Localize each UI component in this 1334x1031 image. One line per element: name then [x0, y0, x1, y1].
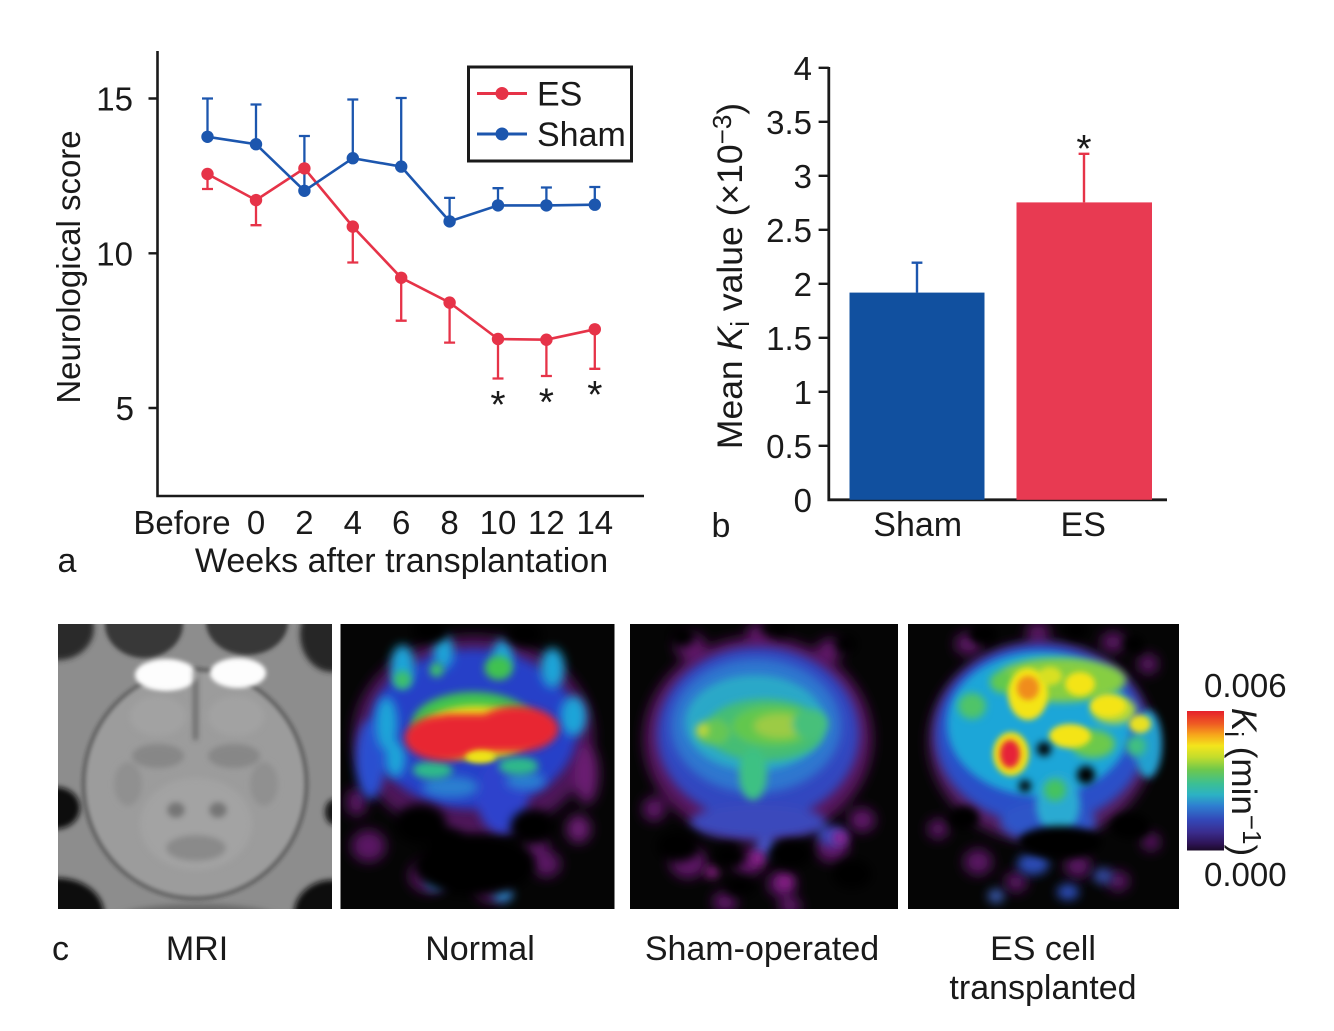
- svg-text:1: 1: [794, 374, 812, 411]
- svg-text:*: *: [587, 374, 602, 417]
- svg-text:Before: Before: [133, 504, 230, 541]
- svg-text:0.000: 0.000: [1204, 856, 1287, 893]
- svg-text:6: 6: [392, 504, 410, 541]
- svg-text:a: a: [58, 542, 77, 580]
- svg-text:ES: ES: [537, 76, 582, 114]
- svg-text:5: 5: [116, 390, 134, 427]
- svg-text:Sham-operated: Sham-operated: [645, 930, 879, 968]
- svg-text:10: 10: [480, 504, 517, 541]
- svg-text:MRI: MRI: [166, 930, 228, 968]
- svg-text:3.5: 3.5: [766, 104, 812, 141]
- svg-text:0: 0: [247, 504, 265, 541]
- svg-text:0.006: 0.006: [1204, 667, 1287, 704]
- svg-text:Weeks after transplantation: Weeks after transplantation: [195, 542, 608, 580]
- svg-text:transplanted: transplanted: [949, 969, 1136, 1007]
- svg-text:14: 14: [576, 504, 613, 541]
- svg-text:8: 8: [440, 504, 458, 541]
- svg-text:4: 4: [794, 50, 812, 87]
- svg-text:Sham: Sham: [537, 116, 626, 154]
- svg-text:Normal: Normal: [425, 930, 535, 968]
- svg-text:0.5: 0.5: [766, 428, 812, 465]
- svg-text:2: 2: [794, 266, 812, 303]
- svg-text:*: *: [539, 382, 554, 425]
- svg-text:ES cell: ES cell: [990, 930, 1096, 968]
- svg-text:Ki (min−1): Ki (min−1): [1219, 708, 1267, 856]
- svg-text:2.5: 2.5: [766, 212, 812, 249]
- svg-text:*: *: [1076, 128, 1091, 171]
- svg-text:b: b: [712, 507, 731, 545]
- svg-text:Sham: Sham: [873, 506, 962, 544]
- svg-text:Neurological score: Neurological score: [50, 130, 87, 403]
- svg-text:0: 0: [794, 482, 812, 519]
- svg-text:c: c: [52, 930, 69, 968]
- svg-text:*: *: [490, 384, 505, 427]
- svg-text:2: 2: [295, 504, 313, 541]
- svg-text:15: 15: [96, 81, 133, 118]
- svg-text:Mean Ki value (×10−3): Mean Ki value (×10−3): [707, 103, 755, 449]
- svg-text:ES: ES: [1061, 506, 1106, 544]
- svg-text:3: 3: [794, 158, 812, 195]
- svg-text:10: 10: [96, 235, 133, 272]
- svg-text:4: 4: [344, 504, 362, 541]
- svg-text:1.5: 1.5: [766, 320, 812, 357]
- svg-text:12: 12: [528, 504, 565, 541]
